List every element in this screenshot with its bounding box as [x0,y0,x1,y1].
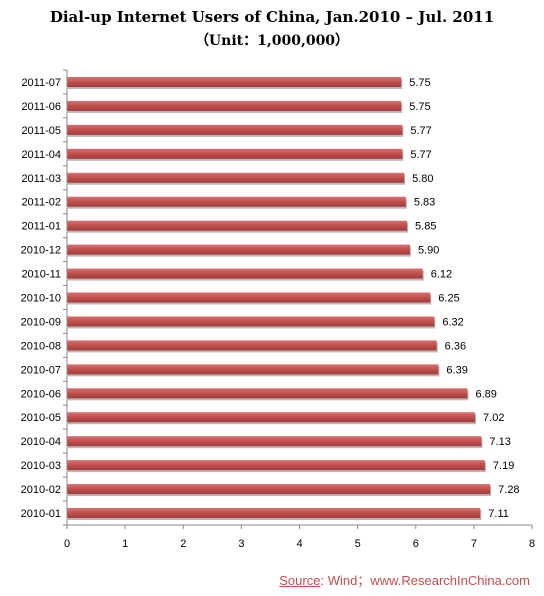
value-label-2011-06: 5.75 [409,101,430,113]
category-label-2010-12: 2010-12 [21,245,61,257]
category-label-2010-01: 2010-01 [21,508,61,520]
value-label-2010-06: 6.89 [475,388,496,400]
value-label-2011-05: 5.77 [410,125,431,137]
category-label-2011-04: 2011-04 [21,149,61,161]
x-tick-label-5: 5 [355,538,361,550]
category-label-2010-06: 2010-06 [21,388,61,400]
category-label-2011-05: 2011-05 [21,125,61,137]
category-label-2010-09: 2010-09 [21,316,61,328]
category-label-2011-06: 2011-06 [21,101,61,113]
bar-2010-11 [67,268,423,279]
bar-2010-04 [67,436,482,447]
bar-2010-05 [67,412,476,423]
value-label-2010-04: 7.13 [489,436,510,448]
category-label-2010-07: 2010-07 [21,364,61,376]
value-label-2011-03: 5.80 [412,173,433,185]
x-tick-label-0: 0 [64,538,70,550]
value-label-2010-07: 6.39 [446,364,467,376]
chart-subtitle: （Unit：1,000,000） [194,33,350,49]
value-label-2010-05: 7.02 [483,412,504,424]
category-label-2011-03: 2011-03 [21,173,61,185]
bar-2010-06 [67,388,468,399]
x-tick-label-7: 7 [471,538,477,550]
bar-2010-08 [67,340,437,351]
bar-2010-10 [67,292,431,303]
value-label-2010-12: 5.90 [418,245,439,257]
bar-2011-07 [67,76,402,87]
value-label-2011-04: 5.77 [410,149,431,161]
bar-2010-12 [67,244,410,255]
bar-2011-02 [67,196,406,207]
x-tick-label-3: 3 [238,538,244,550]
bar-2011-04 [67,148,403,159]
bar-2010-09 [67,316,435,327]
category-label-2010-05: 2010-05 [21,412,61,424]
category-label-2010-02: 2010-02 [21,484,61,496]
x-tick-label-1: 1 [122,538,128,550]
bar-2011-01 [67,220,408,231]
bar-2011-06 [67,100,402,111]
value-label-2010-10: 6.25 [438,293,459,305]
chart-title: Dial-up Internet Users of China, Jan.201… [49,8,495,26]
value-label-2010-08: 6.36 [445,340,466,352]
category-label-2011-02: 2011-02 [21,197,61,209]
value-label-2010-01: 7.11 [488,508,509,520]
bar-2011-03 [67,172,405,183]
value-label-2010-11: 6.12 [431,269,452,281]
x-tick-label-4: 4 [296,538,302,550]
source-text: : Wind；www.ResearchInChina.com [320,573,530,588]
x-tick-label-8: 8 [529,538,535,550]
value-label-2010-03: 7.19 [493,460,514,472]
bar-2010-07 [67,364,439,375]
category-label-2011-01: 2011-01 [21,221,61,233]
value-label-2011-02: 5.83 [414,197,435,209]
value-label-2010-09: 6.32 [442,316,463,328]
bar-2010-01 [67,508,481,519]
category-label-2010-03: 2010-03 [21,460,61,472]
bar-2011-05 [67,124,403,135]
category-label-2010-11: 2010-11 [21,269,61,281]
bar-2010-03 [67,460,485,471]
category-label-2010-08: 2010-08 [21,340,61,352]
category-label-2010-04: 2010-04 [21,436,61,448]
x-tick-label-2: 2 [180,538,186,550]
bar-2010-02 [67,484,491,495]
x-tick-label-6: 6 [413,538,419,550]
source-note: Source: Wind；www.ResearchInChina.com [279,570,530,589]
source-label: Source [279,573,321,588]
category-label-2011-07: 2011-07 [21,77,61,89]
value-label-2011-01: 5.85 [415,221,436,233]
value-label-2011-07: 5.75 [409,77,430,89]
value-label-2010-02: 7.28 [498,484,519,496]
category-label-2010-10: 2010-10 [21,293,61,305]
